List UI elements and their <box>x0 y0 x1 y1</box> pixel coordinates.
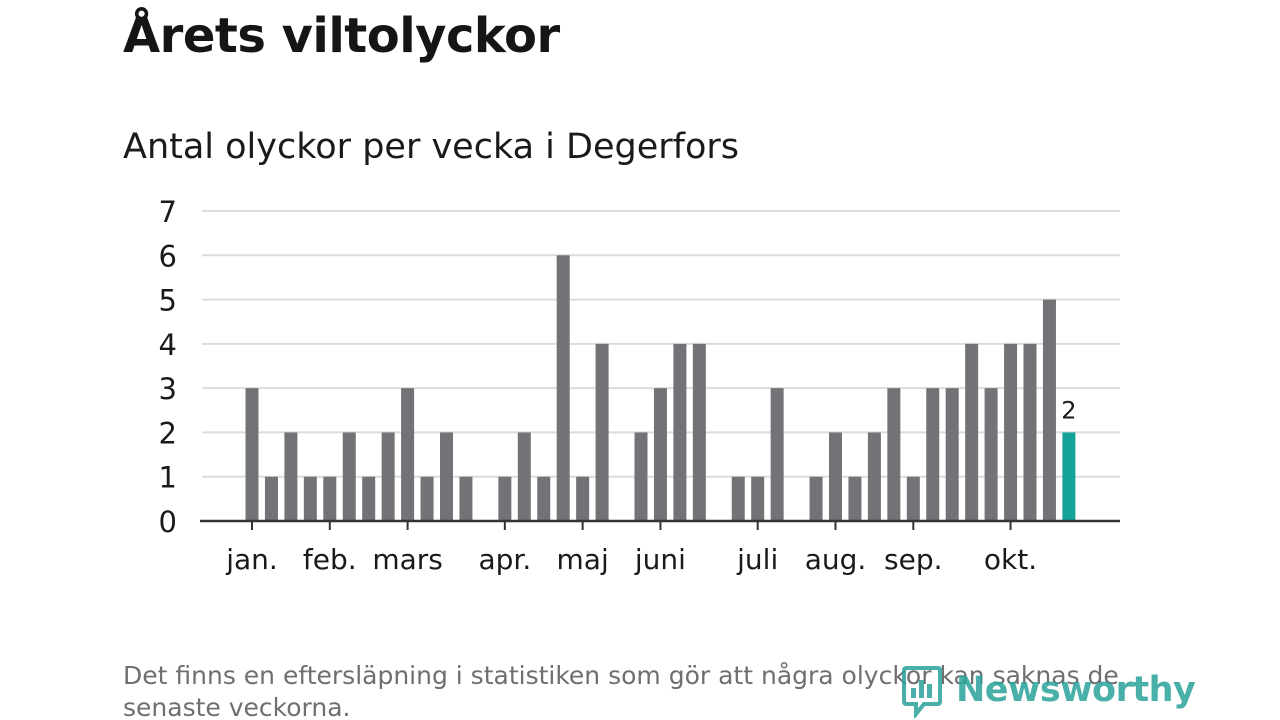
bar <box>751 476 765 521</box>
bar <box>440 432 453 521</box>
bar <box>576 476 590 521</box>
bar <box>323 476 337 521</box>
bar <box>673 343 687 521</box>
bar <box>595 343 609 521</box>
month-label: mars <box>372 543 443 576</box>
y-tick-label: 4 <box>159 328 177 362</box>
bar <box>303 476 317 521</box>
bar <box>264 476 278 521</box>
month-label: jan. <box>225 543 278 576</box>
bar <box>965 343 979 521</box>
month-label: sep. <box>884 543 943 576</box>
chart-title: Årets viltolyckor <box>123 8 560 64</box>
month-label: okt. <box>984 543 1037 576</box>
bar <box>692 343 706 521</box>
chart-bars <box>245 255 1076 522</box>
bar <box>945 388 959 521</box>
bar <box>517 432 531 521</box>
newsworthy-logo-icon <box>902 666 942 718</box>
bar <box>420 476 434 521</box>
y-tick-label: 7 <box>159 195 177 229</box>
bar <box>1042 299 1056 521</box>
month-label: aug. <box>805 543 867 576</box>
bar <box>926 388 940 521</box>
chart-subtitle: Antal olyckor per vecka i Degerfors <box>123 127 740 167</box>
bar <box>829 432 842 521</box>
month-label: maj <box>557 543 609 576</box>
bar <box>770 388 784 521</box>
bar-current-week <box>1062 432 1076 521</box>
bar <box>848 476 862 521</box>
y-tick-label: 1 <box>159 461 177 495</box>
month-label: apr. <box>478 543 531 576</box>
bar <box>401 388 415 521</box>
month-label: juli <box>736 543 778 576</box>
bar <box>1023 343 1037 521</box>
y-tick-label: 6 <box>159 239 177 273</box>
bar <box>381 432 395 521</box>
bar <box>634 432 648 521</box>
bar <box>1004 343 1018 521</box>
bar <box>284 432 298 521</box>
bar <box>556 255 570 522</box>
y-tick-label: 5 <box>159 284 177 318</box>
month-label: juni <box>634 543 686 576</box>
chart-data-labels: 2 <box>1061 396 1076 424</box>
y-tick-label: 3 <box>159 372 177 406</box>
bar <box>887 388 901 521</box>
bar <box>362 476 376 521</box>
bar <box>809 476 823 521</box>
bar <box>537 476 551 521</box>
bar <box>867 432 881 521</box>
bar <box>459 476 473 521</box>
highlight-value-label: 2 <box>1061 396 1076 424</box>
brand-name: Newsworthy <box>956 670 1196 710</box>
month-label: feb. <box>303 543 357 576</box>
x-axis-month-labels: jan. feb. mars apr. maj juni juli aug. sep. okt. <box>225 521 1037 576</box>
brand-logo: Newsworthy <box>902 666 1196 720</box>
bar <box>342 432 356 521</box>
bar <box>653 388 667 521</box>
bar <box>245 388 259 521</box>
bar <box>906 476 920 521</box>
footnote: Det finns en eftersläpning i statistiken… <box>123 661 1119 720</box>
bar <box>984 388 998 521</box>
y-tick-label: 0 <box>159 505 177 539</box>
bar <box>731 476 745 521</box>
y-axis-tick-labels: 0 1 2 3 4 5 6 7 <box>159 195 177 539</box>
y-tick-label: 2 <box>159 416 177 450</box>
bar <box>498 476 512 521</box>
